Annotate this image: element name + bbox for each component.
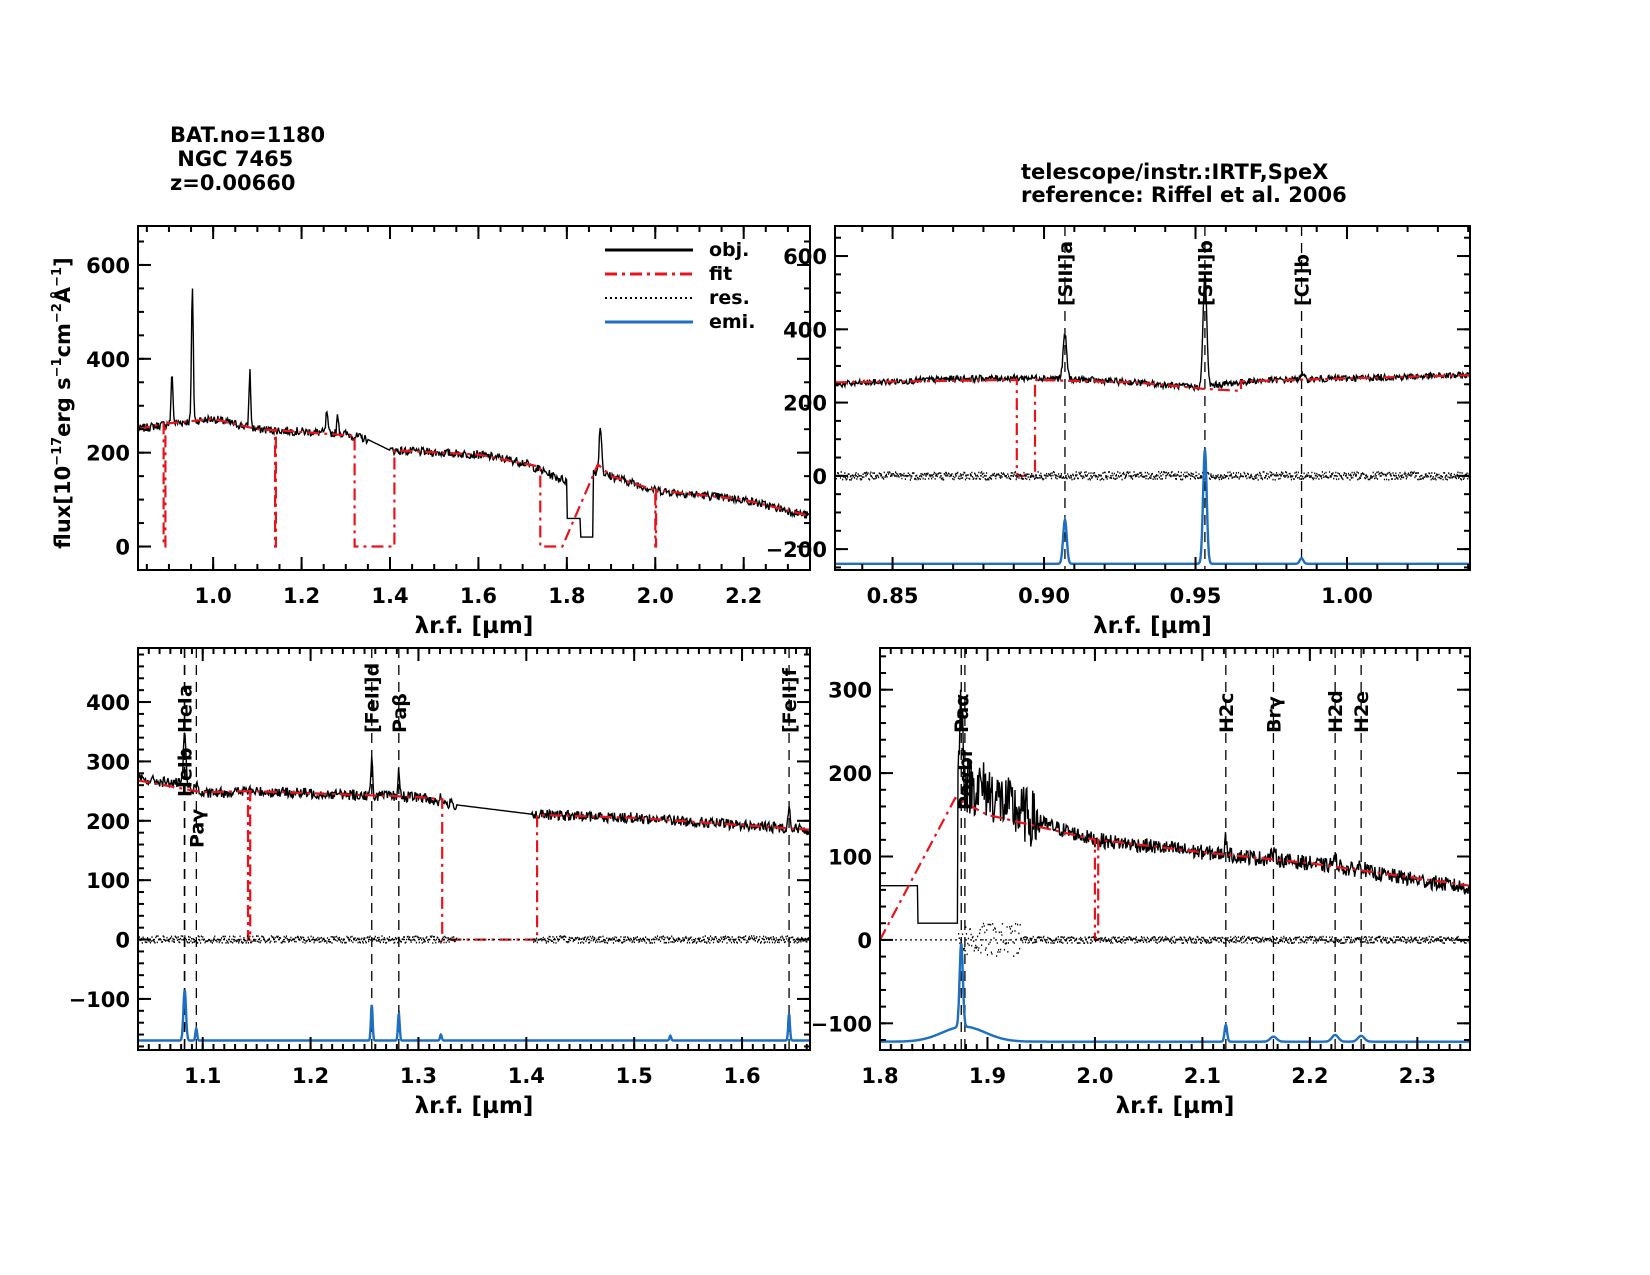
legend-label: fit	[709, 263, 732, 285]
x-tick-label: 1.8	[861, 1064, 898, 1088]
y-tick-label: 100	[86, 869, 130, 893]
line-marker-label: Paαbr	[955, 747, 977, 810]
y-tick-label: 300	[828, 679, 872, 703]
line-marker-label: H2c	[1216, 693, 1238, 733]
y-tick-label: 0	[115, 929, 130, 953]
fit-spectrum	[138, 417, 810, 548]
y-axis-label: flux[10−17erg s−1cm−2Å−1]	[50, 257, 75, 548]
y-tick-label: 200	[86, 810, 130, 834]
legend-label: res.	[709, 287, 750, 309]
panel-1: 1.0 1.2 1.4 1.6 1.8 2.0 2.2 0 200 400 600 λr.f. [µm…	[50, 225, 811, 639]
obj-spectrum	[138, 288, 810, 538]
x-tick-label: 2.2	[725, 584, 762, 608]
x-tick-label: 1.00	[1321, 584, 1373, 608]
plot-area	[138, 648, 810, 1050]
line-marker-label: Paα	[951, 694, 973, 733]
line-marker-label: H2d	[1325, 690, 1347, 733]
line-marker-label: H2e	[1351, 691, 1373, 733]
plot-area	[880, 648, 1470, 1050]
axes-frame	[879, 647, 1471, 1051]
line-marker-label: [FeII]d	[362, 663, 384, 733]
x-tick-label: 1.4	[371, 584, 408, 608]
plot-area	[138, 288, 810, 548]
y-tick-label: −100	[811, 1012, 872, 1036]
y-tick-label: 100	[828, 846, 872, 870]
emission-spectrum	[835, 448, 1470, 565]
x-tick-label: 2.1	[1184, 1064, 1221, 1088]
x-tick-label: 1.2	[292, 1064, 329, 1088]
x-tick-label: 2.2	[1291, 1064, 1328, 1088]
line-marker-label: [SIII]a	[1055, 241, 1077, 306]
x-tick-label: 2.0	[1076, 1064, 1113, 1088]
residual-spectrum	[958, 922, 1470, 957]
x-tick-label: 1.5	[616, 1064, 653, 1088]
x-axis-label: λr.f. [µm]	[415, 1093, 534, 1119]
line-marker-label: HeIa	[174, 684, 196, 733]
fit-spectrum	[138, 779, 810, 941]
line-marker-label: [SIII]b	[1195, 240, 1217, 306]
x-axis-label: λr.f. [µm]	[1093, 613, 1212, 639]
line-marker-label: HeIb	[175, 748, 197, 797]
y-tick-label: 200	[783, 392, 827, 416]
y-tick-label: −200	[766, 538, 827, 562]
x-tick-label: 1.8	[548, 584, 585, 608]
bat-number: BAT.no=1180	[170, 123, 326, 147]
legend-label: emi.	[709, 311, 755, 333]
y-tick-label: 300	[86, 750, 130, 774]
x-tick-label: 0.95	[1170, 584, 1222, 608]
x-tick-label: 1.3	[400, 1064, 437, 1088]
y-tick-label: 200	[86, 442, 130, 466]
telescope-instrument: telescope/instr.:IRTF,SpeX	[1021, 160, 1329, 184]
fit-spectrum	[835, 374, 1470, 477]
obj-spectrum	[138, 732, 810, 836]
y-tick-label: 400	[783, 318, 827, 342]
x-tick-label: 2.0	[637, 584, 674, 608]
line-marker-label: Paγ	[186, 809, 208, 848]
x-tick-label: 1.2	[283, 584, 320, 608]
x-tick-label: 0.85	[867, 584, 919, 608]
x-tick-label: 1.4	[508, 1064, 545, 1088]
panel-2: [SIII]a [SIII]b [CI]b 0.85 0.90 0.95 1.00 −200 0…	[766, 225, 1471, 639]
obj-spectrum	[835, 274, 1470, 393]
y-tick-label: 200	[828, 762, 872, 786]
plot-area	[835, 226, 1470, 570]
x-tick-label: 2.3	[1399, 1064, 1436, 1088]
x-tick-label: 1.9	[969, 1064, 1006, 1088]
x-tick-label: 1.6	[460, 584, 497, 608]
emission-spectrum	[880, 943, 1470, 1043]
line-marker-label: Paβ	[389, 693, 411, 733]
y-tick-label: 0	[857, 929, 872, 953]
galaxy-name: NGC 7465	[170, 147, 294, 171]
axes-frame	[137, 225, 811, 571]
line-marker-label: [CI]b	[1292, 254, 1314, 306]
y-tick-label: 400	[86, 348, 130, 372]
y-tick-label: 600	[86, 254, 130, 278]
x-axis-label: λr.f. [µm]	[415, 613, 534, 639]
panel-3: HeIa HeIb Paγ [FeII]d Paβ [FeII]f 1.1 1.2 1.3 1.4…	[69, 647, 811, 1119]
x-tick-label: 1.1	[184, 1064, 221, 1088]
obj-spectrum	[880, 689, 1470, 924]
redshift: z=0.00660	[170, 171, 296, 195]
x-tick-label: 0.90	[1018, 584, 1070, 608]
emission-spectrum	[138, 989, 810, 1042]
reference: reference: Riffel et al. 2006	[1021, 183, 1347, 207]
y-tick-label: 600	[783, 245, 827, 269]
axes-frame	[137, 647, 811, 1051]
legend-label: obj.	[709, 239, 749, 261]
y-tick-label: 0	[812, 465, 827, 489]
line-marker-label: Brγ	[1263, 696, 1285, 733]
x-tick-label: 1.6	[723, 1064, 760, 1088]
x-axis-label: λr.f. [µm]	[1116, 1093, 1235, 1119]
panel-4: Paα Paαbr H2c Brγ H2d H2e 1.8 1.9 2.0 2.1 2.2 2.3 −1…	[811, 647, 1471, 1119]
line-marker-label: [FeII]f	[779, 667, 801, 733]
axes-frame	[834, 225, 1471, 571]
y-tick-label: −100	[69, 988, 130, 1012]
y-tick-label: 400	[86, 691, 130, 715]
x-tick-label: 1.0	[195, 584, 232, 608]
y-tick-label: 0	[115, 536, 130, 560]
